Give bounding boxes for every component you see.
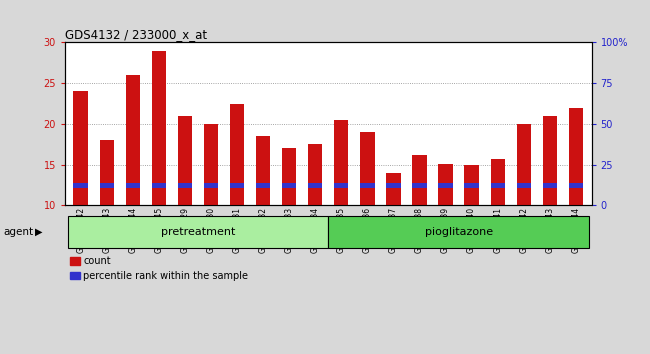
Legend: count, percentile rank within the sample: count, percentile rank within the sample <box>70 256 248 281</box>
Bar <box>151 183 166 188</box>
Bar <box>230 104 244 205</box>
Bar <box>543 183 557 188</box>
Text: pretreatment: pretreatment <box>161 227 235 237</box>
Bar <box>491 183 505 188</box>
Text: pioglitazone: pioglitazone <box>424 227 493 237</box>
Bar <box>334 183 348 188</box>
Bar <box>68 216 328 248</box>
Bar <box>282 183 296 188</box>
Bar <box>334 120 348 205</box>
Bar <box>386 173 400 205</box>
Bar <box>256 183 270 188</box>
Bar <box>99 140 114 205</box>
Bar <box>569 108 583 205</box>
Bar <box>204 124 218 205</box>
Bar <box>412 183 426 188</box>
Bar <box>73 91 88 205</box>
Bar <box>386 183 400 188</box>
Bar <box>204 183 218 188</box>
Bar <box>543 116 557 205</box>
Bar <box>73 183 88 188</box>
Bar <box>328 216 589 248</box>
Bar <box>569 183 583 188</box>
Bar <box>308 144 322 205</box>
Text: ▶: ▶ <box>35 227 43 237</box>
Bar <box>438 164 452 205</box>
Bar <box>517 124 531 205</box>
Bar <box>177 183 192 188</box>
Bar <box>125 75 140 205</box>
Bar <box>491 159 505 205</box>
Bar <box>230 183 244 188</box>
Bar <box>517 183 531 188</box>
Text: agent: agent <box>3 227 33 237</box>
Bar <box>177 116 192 205</box>
Bar <box>308 183 322 188</box>
Bar <box>465 165 479 205</box>
Bar <box>360 132 374 205</box>
Bar <box>465 183 479 188</box>
Text: GDS4132 / 233000_x_at: GDS4132 / 233000_x_at <box>65 28 207 41</box>
Bar <box>125 183 140 188</box>
Bar <box>99 183 114 188</box>
Bar <box>256 136 270 205</box>
Bar <box>151 51 166 205</box>
Bar <box>282 148 296 205</box>
Bar <box>412 155 426 205</box>
Bar <box>438 183 452 188</box>
Bar <box>360 183 374 188</box>
